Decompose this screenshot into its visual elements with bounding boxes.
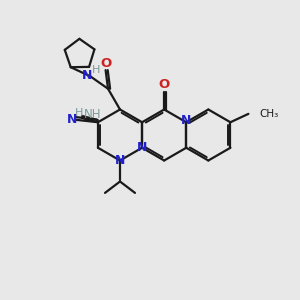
Text: N: N xyxy=(115,154,125,167)
Text: N: N xyxy=(181,114,191,127)
Text: H: H xyxy=(92,65,100,75)
Text: N: N xyxy=(67,113,78,126)
Text: NH: NH xyxy=(83,108,101,121)
Text: O: O xyxy=(158,77,170,91)
Text: CH₃: CH₃ xyxy=(259,109,278,119)
Text: O: O xyxy=(100,57,112,70)
Text: N: N xyxy=(137,141,147,154)
Text: H: H xyxy=(75,108,83,118)
Text: N: N xyxy=(82,69,92,82)
